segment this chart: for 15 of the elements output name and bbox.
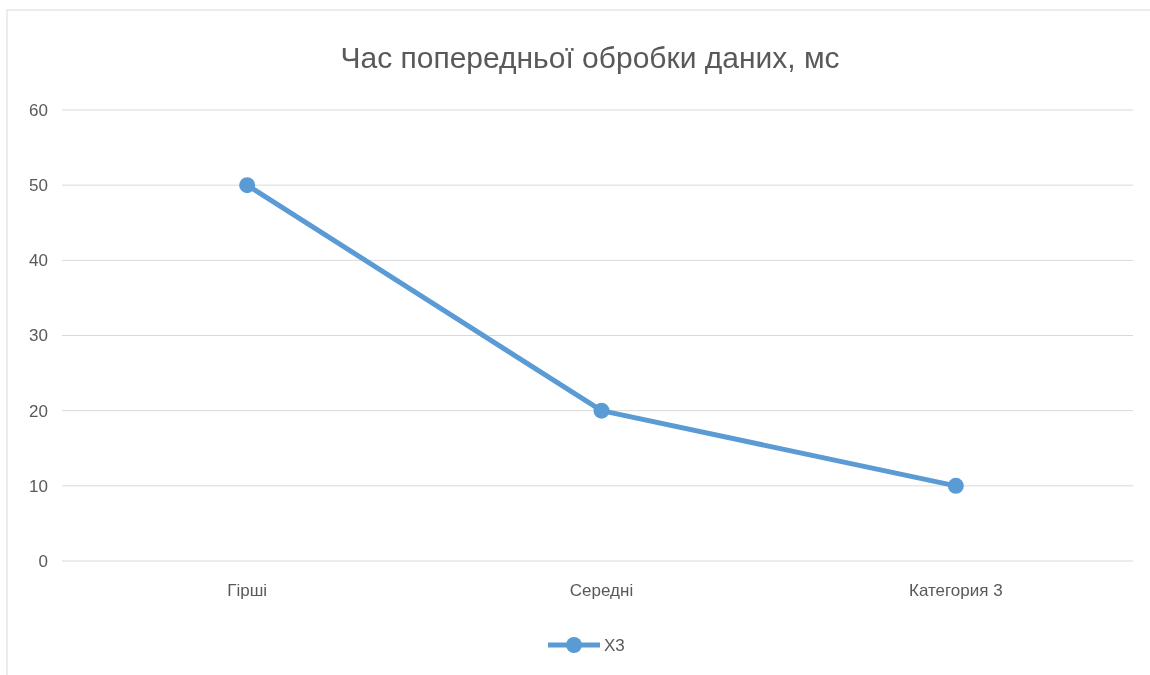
point [947,477,964,494]
x-tick-label: Категория 3 [909,581,1003,601]
y-tick-label: 0 [38,551,48,571]
x-tick-label: Гірші [227,581,268,601]
y-tick-label: 50 [29,176,48,196]
x-tick-label: Середні [569,581,634,601]
y-tick-label: 10 [29,476,48,496]
chart-title: Час попередньої обробки даних, мс [340,41,840,74]
y-tick-label: 40 [29,251,48,271]
legend-label: X3 [604,636,625,655]
point [239,177,256,194]
y-tick-label: 30 [29,326,48,346]
y-tick-label: 60 [29,100,48,120]
point [593,402,610,419]
y-tick-label: 20 [29,401,48,421]
